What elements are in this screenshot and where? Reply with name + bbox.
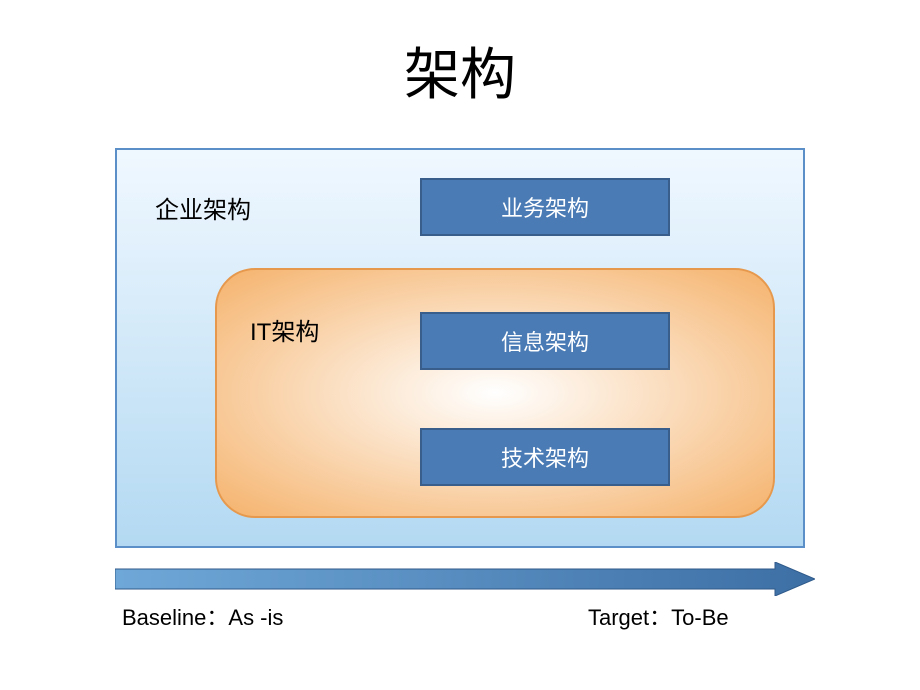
timeline-arrow bbox=[115, 562, 815, 596]
page-title: 架构 bbox=[0, 30, 920, 111]
block-label: 业务架构 bbox=[501, 191, 589, 223]
block-label: 技术架构 bbox=[501, 441, 589, 473]
baseline-label: Baseline：As -is bbox=[122, 600, 283, 632]
block-label: 信息架构 bbox=[501, 325, 589, 357]
target-label: Target：To-Be bbox=[588, 600, 729, 632]
enterprise-architecture-label: 企业架构 bbox=[155, 190, 251, 225]
technology-architecture-block: 技术架构 bbox=[420, 428, 670, 486]
business-architecture-block: 业务架构 bbox=[420, 178, 670, 236]
it-architecture-label: IT架构 bbox=[250, 312, 319, 347]
information-architecture-block: 信息架构 bbox=[420, 312, 670, 370]
